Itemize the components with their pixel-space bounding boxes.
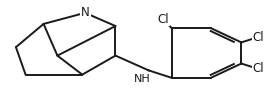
Text: Cl: Cl — [252, 62, 264, 75]
Text: NH: NH — [134, 74, 151, 84]
Text: N: N — [81, 6, 90, 19]
Text: Cl: Cl — [158, 13, 169, 26]
Text: Cl: Cl — [252, 31, 264, 44]
